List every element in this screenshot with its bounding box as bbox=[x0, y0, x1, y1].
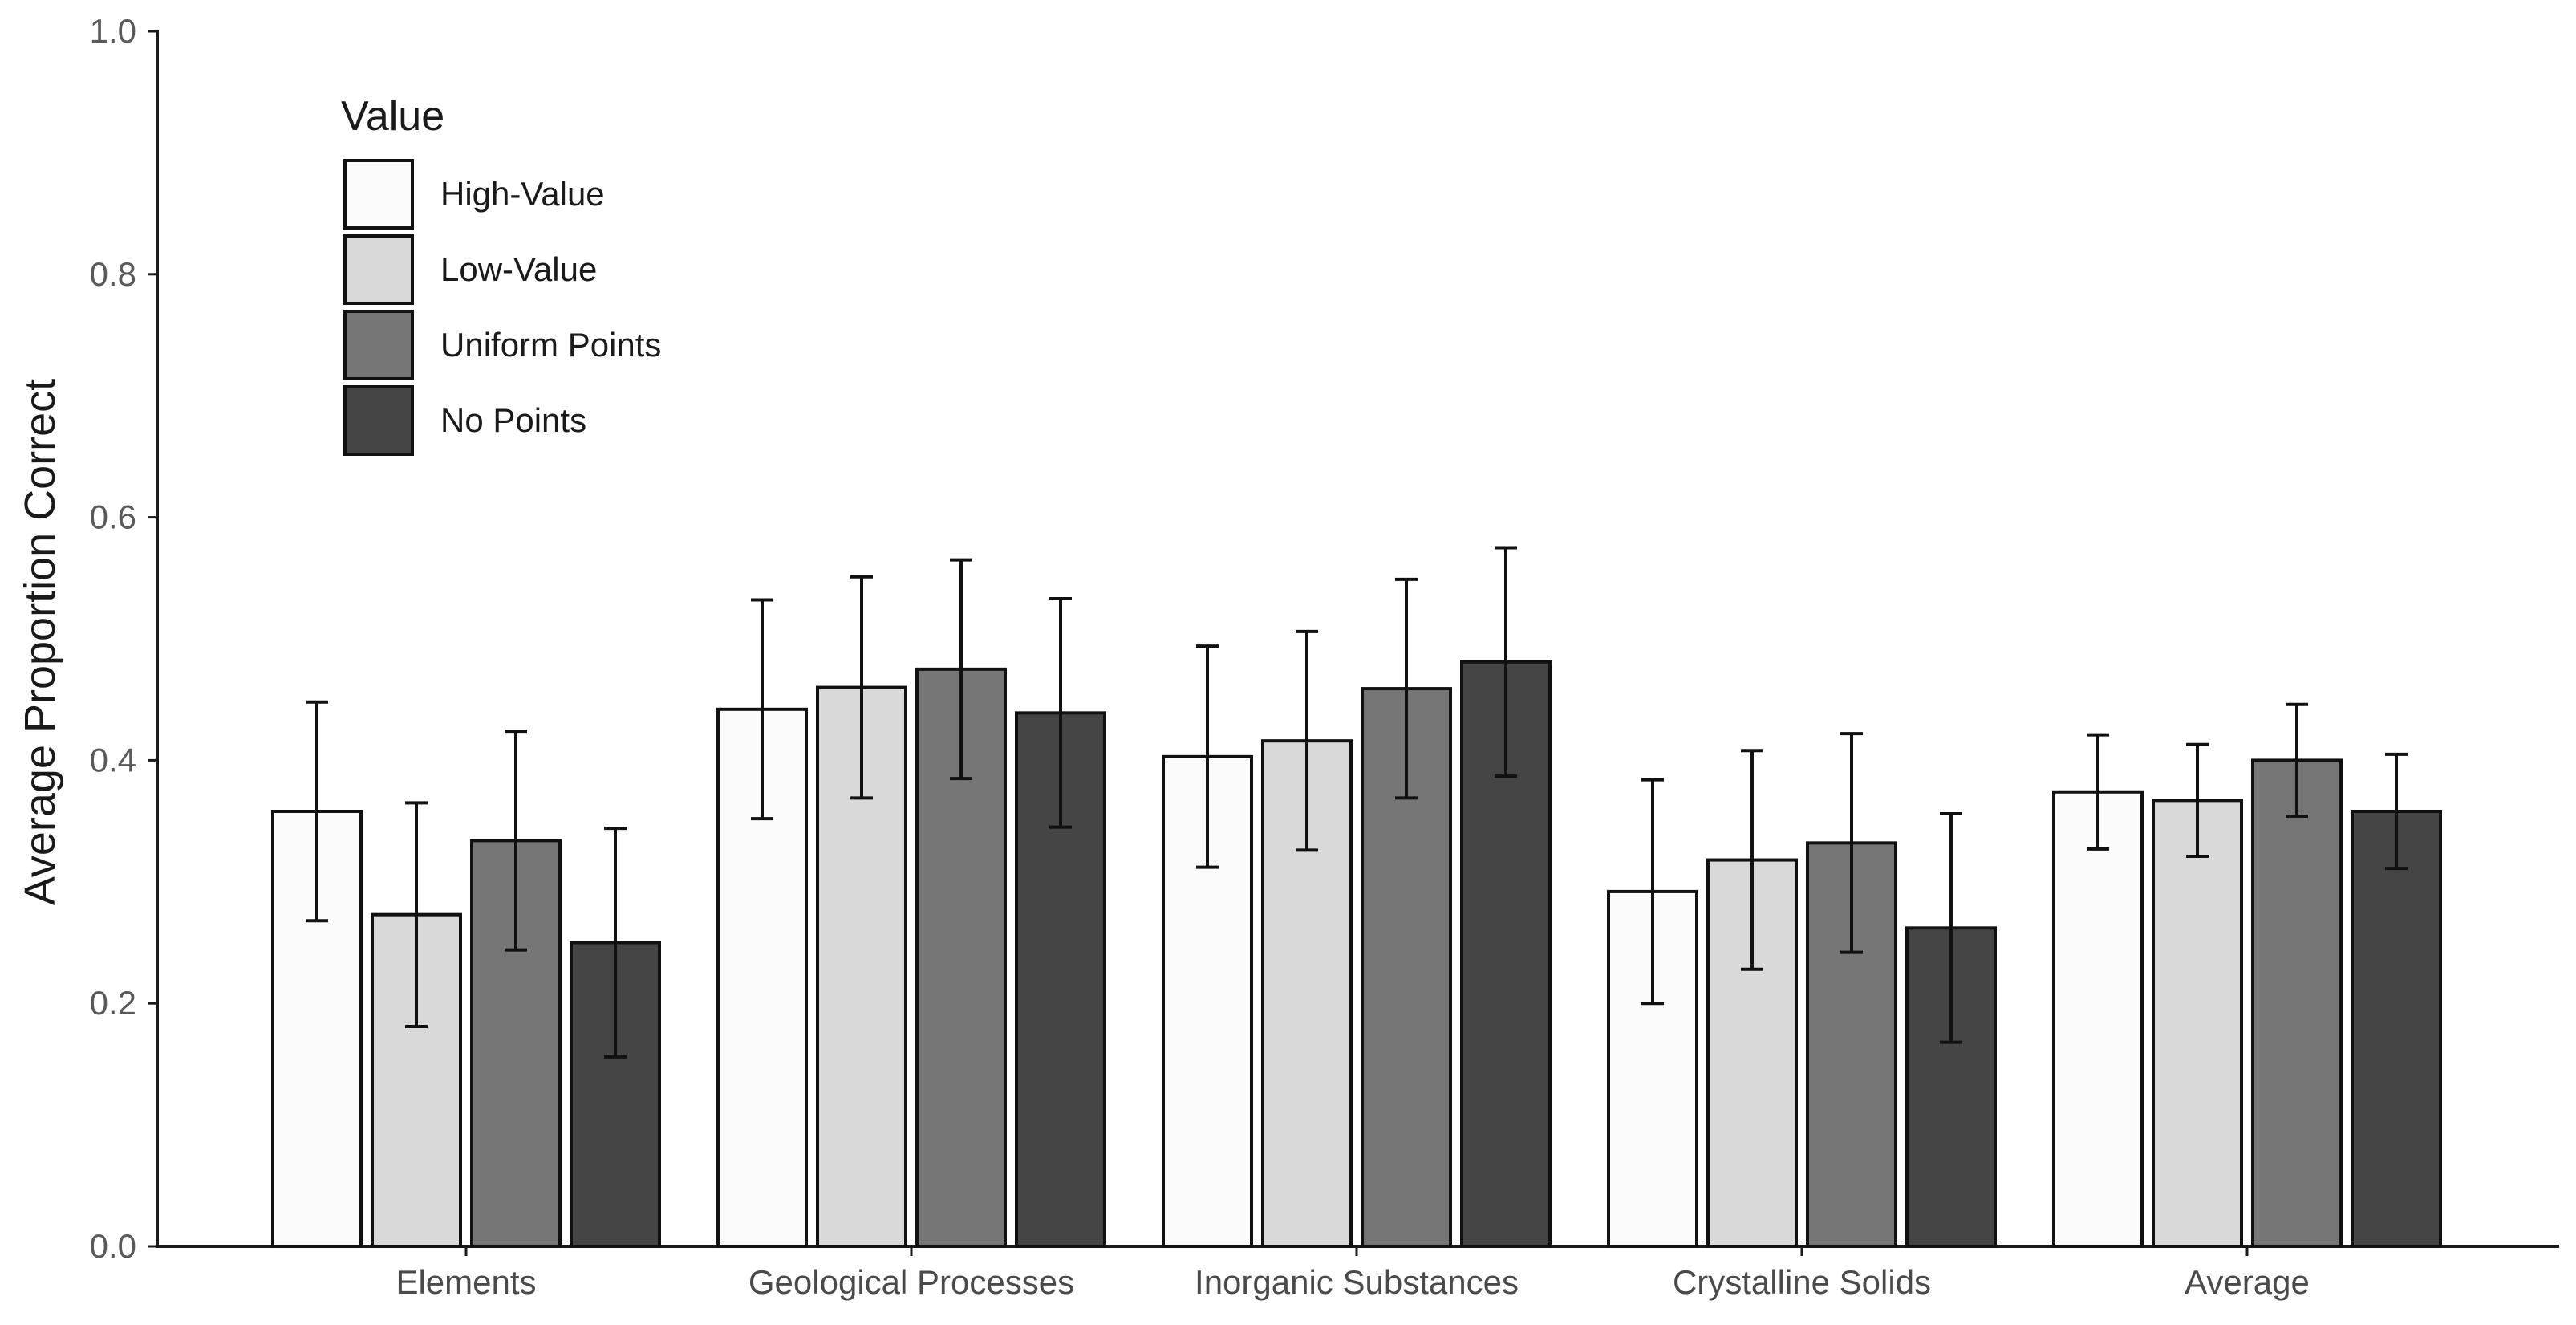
bar bbox=[371, 912, 462, 1248]
legend-swatch bbox=[343, 385, 414, 456]
bar bbox=[816, 685, 907, 1248]
bar bbox=[2052, 790, 2144, 1248]
bar bbox=[2351, 809, 2442, 1248]
error-bars bbox=[306, 546, 2408, 1059]
y-tick-label: 0.8 bbox=[90, 255, 136, 293]
y-tick-label: 0.4 bbox=[90, 741, 136, 778]
x-category-label: Elements bbox=[396, 1263, 536, 1301]
x-category-labels: Elements Geological Processes Inorganic Su… bbox=[396, 1263, 2309, 1301]
x-category-label: Crystalline Solids bbox=[1673, 1263, 1931, 1301]
legend-label: Low-Value bbox=[440, 250, 597, 288]
x-category-label: Inorganic Substances bbox=[1195, 1263, 1519, 1301]
x-category-label: Average bbox=[2185, 1263, 2310, 1301]
bars bbox=[271, 660, 2442, 1249]
legend-swatch bbox=[343, 310, 414, 380]
y-tick-label: 1.0 bbox=[90, 12, 136, 50]
x-category-label: Geological Processes bbox=[748, 1263, 1074, 1301]
y-tick-label: 0.6 bbox=[90, 498, 136, 536]
legend-label: High-Value bbox=[440, 175, 605, 213]
legend-label: Uniform Points bbox=[440, 326, 661, 364]
y-tick-label: 0.2 bbox=[90, 984, 136, 1022]
bar bbox=[1706, 858, 1798, 1248]
legend-label: No Points bbox=[440, 401, 586, 439]
bar bbox=[2152, 799, 2243, 1248]
y-axis-label: Average Proportion Correct bbox=[16, 379, 64, 905]
bar bbox=[1261, 739, 1353, 1248]
y-tick-labels: 0.0 0.2 0.4 0.6 0.8 1.0 bbox=[90, 12, 136, 1265]
bar bbox=[2251, 758, 2343, 1248]
y-tick-label: 0.0 bbox=[90, 1227, 136, 1265]
legend-title: Value bbox=[341, 93, 444, 140]
legend-swatch bbox=[343, 159, 414, 230]
bar bbox=[271, 809, 363, 1248]
legend-swatch bbox=[343, 234, 414, 305]
legend: Value High-Value Low-Value Uniform Points N… bbox=[341, 93, 661, 456]
